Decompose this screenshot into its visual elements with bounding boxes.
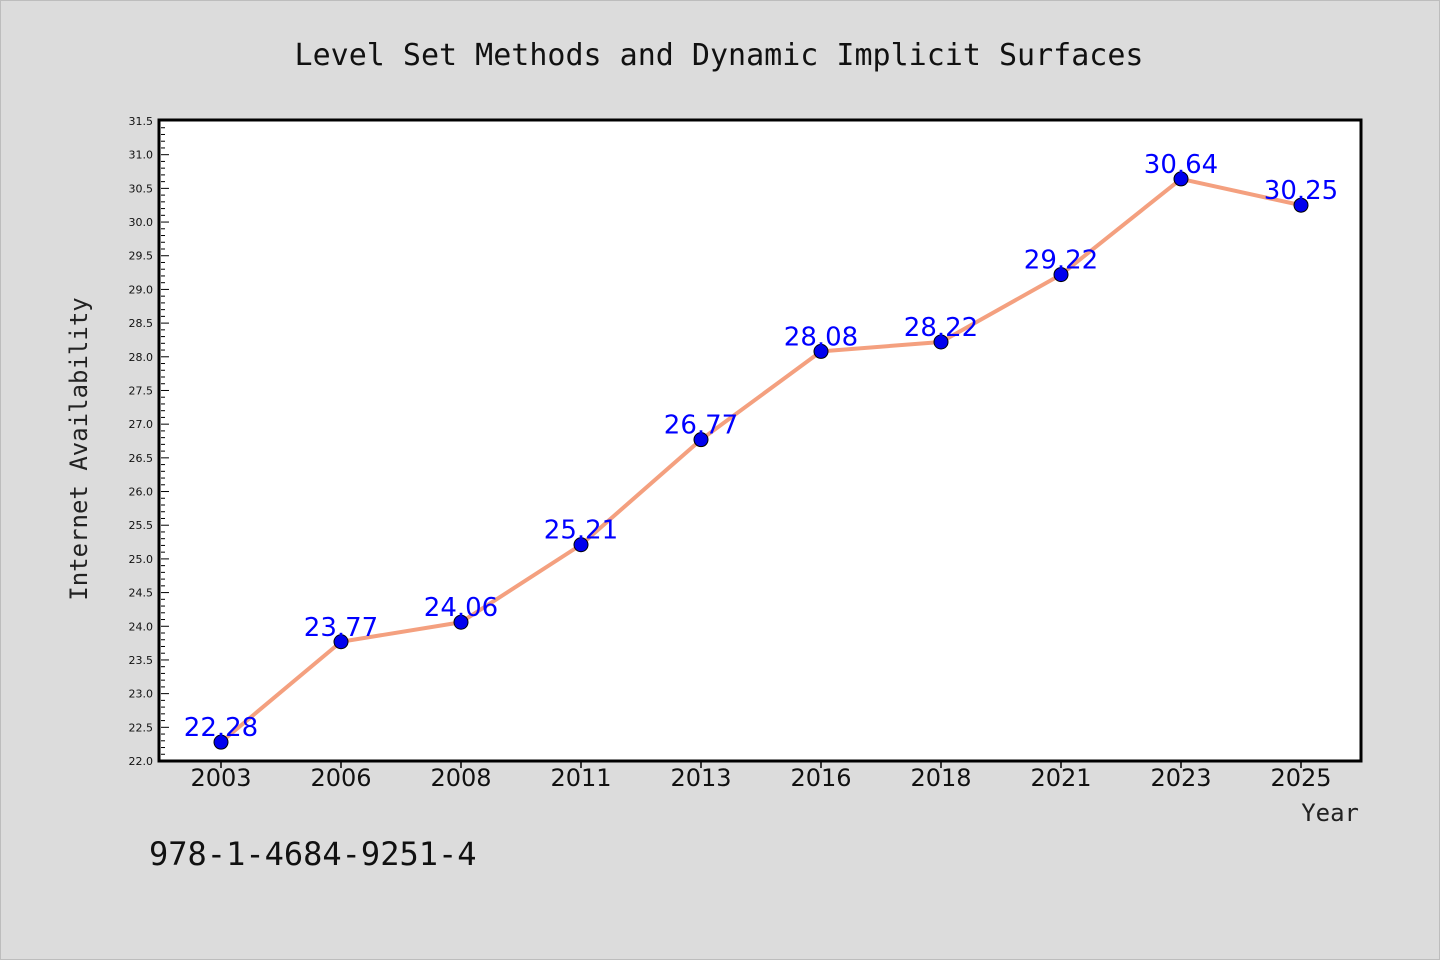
y-tick-label: 25.0 xyxy=(129,553,154,566)
data-point xyxy=(333,634,349,650)
data-point xyxy=(693,432,709,448)
data-label: 30.64 xyxy=(1144,150,1218,180)
data-label: 30.25 xyxy=(1264,176,1338,206)
x-tick-label: 2011 xyxy=(550,764,611,792)
x-tick-label: 2023 xyxy=(1150,764,1211,792)
x-tick-label: 2013 xyxy=(670,764,731,792)
data-label: 25.21 xyxy=(544,516,618,546)
x-axis-label: Year xyxy=(1301,799,1359,827)
y-tick-label: 24.5 xyxy=(129,587,154,600)
data-point xyxy=(573,537,589,553)
y-tick-label: 24.0 xyxy=(129,620,154,633)
data-point xyxy=(213,734,229,750)
y-tick-label: 29.0 xyxy=(129,283,154,296)
y-tick-label: 26.5 xyxy=(129,452,154,465)
y-tick-label: 22.0 xyxy=(129,755,154,768)
data-point xyxy=(813,343,829,359)
data-label: 22.28 xyxy=(184,713,258,743)
x-tick-label: 2016 xyxy=(790,764,851,792)
x-tick-label: 2006 xyxy=(310,764,371,792)
y-axis-ticks: 22.0 22.5 23.0 23.5 24.0 24.5 25.0 25.5 26.0 26.5… xyxy=(129,115,169,768)
data-point xyxy=(933,334,949,350)
isbn-text: 978-1-4684-9251-4 xyxy=(149,835,477,873)
y-tick-label: 29.5 xyxy=(129,250,154,263)
y-tick-label: 28.0 xyxy=(129,351,154,364)
x-tick-label: 2003 xyxy=(190,764,251,792)
y-tick-label: 28.5 xyxy=(129,317,154,330)
y-tick-label: 22.5 xyxy=(129,721,154,734)
data-point xyxy=(1173,171,1189,187)
y-tick-label: 26.0 xyxy=(129,486,154,499)
x-tick-label: 2018 xyxy=(910,764,971,792)
data-label: 29.22 xyxy=(1024,246,1098,276)
data-label: 24.06 xyxy=(424,593,498,623)
y-tick-label: 30.5 xyxy=(129,182,154,195)
series-line xyxy=(219,176,1302,744)
y-tick-label: 27.5 xyxy=(129,384,154,397)
y-axis-label: Internet Availability xyxy=(65,297,93,600)
y-tick-label: 23.0 xyxy=(129,688,154,701)
data-point xyxy=(1053,267,1069,283)
data-label: 23.77 xyxy=(304,613,378,643)
y-tick-label: 23.5 xyxy=(129,654,154,667)
data-point xyxy=(1293,197,1309,213)
x-tick-label: 2025 xyxy=(1270,764,1331,792)
data-point xyxy=(453,614,469,630)
plot-area xyxy=(157,118,1363,763)
y-tick-label: 31.0 xyxy=(129,149,154,162)
chart-title: Level Set Methods and Dynamic Implicit S… xyxy=(295,38,1144,73)
y-tick-label: 30.0 xyxy=(129,216,154,229)
data-label: 28.08 xyxy=(784,322,858,352)
x-tick-label: 2008 xyxy=(430,764,491,792)
y-tick-label: 27.0 xyxy=(129,418,154,431)
y-tick-label: 31.5 xyxy=(129,115,154,128)
data-label: 28.22 xyxy=(904,313,978,343)
x-axis-ticks: 2003 2006 2008 2011 2013 2016 2018 2021 2023 2025 xyxy=(190,761,1332,792)
y-tick-label: 25.5 xyxy=(129,519,154,532)
data-label: 26.77 xyxy=(664,411,738,441)
x-tick-label: 2021 xyxy=(1030,764,1091,792)
series-layer: 22.28 23.77 24.06 25.21 26.77 28.08 28.22 29.22… xyxy=(184,150,1338,750)
